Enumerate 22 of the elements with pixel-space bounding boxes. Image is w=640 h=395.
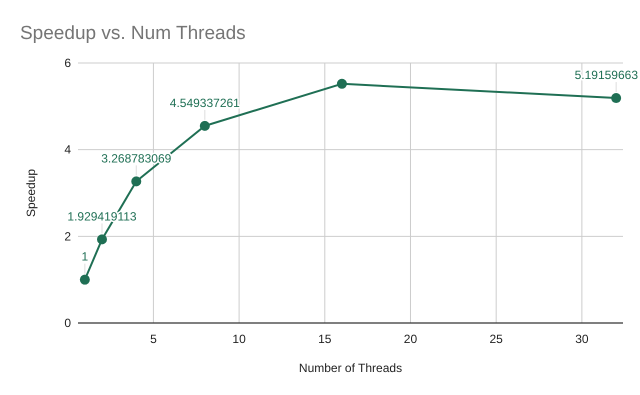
x-tick-label: 25 xyxy=(489,332,504,346)
chart-title: Speedup vs. Num Threads xyxy=(20,23,246,44)
x-axis-title: Number of Threads xyxy=(298,361,402,375)
data-label: 5.19159663 xyxy=(574,68,638,82)
x-tick-label: 20 xyxy=(404,332,418,346)
y-tick-label: 2 xyxy=(64,229,72,244)
point xyxy=(611,93,622,104)
y-tick-label: 4 xyxy=(64,142,72,157)
x-tick-label: 5 xyxy=(150,332,158,346)
x-tick-label: 15 xyxy=(318,332,332,346)
point xyxy=(96,234,107,244)
y-axis-title: Speedup xyxy=(24,168,38,218)
point xyxy=(336,78,347,89)
y-tick-label: 0 xyxy=(64,316,72,330)
x-tick-label: 10 xyxy=(232,332,246,346)
point xyxy=(200,120,210,131)
data-label: 4.549337261 xyxy=(170,96,240,110)
data-label: 1 xyxy=(82,250,89,264)
point xyxy=(80,274,90,285)
point xyxy=(131,176,142,186)
x-tick-label: 30 xyxy=(575,332,589,346)
y-tick-label: 6 xyxy=(64,56,72,70)
